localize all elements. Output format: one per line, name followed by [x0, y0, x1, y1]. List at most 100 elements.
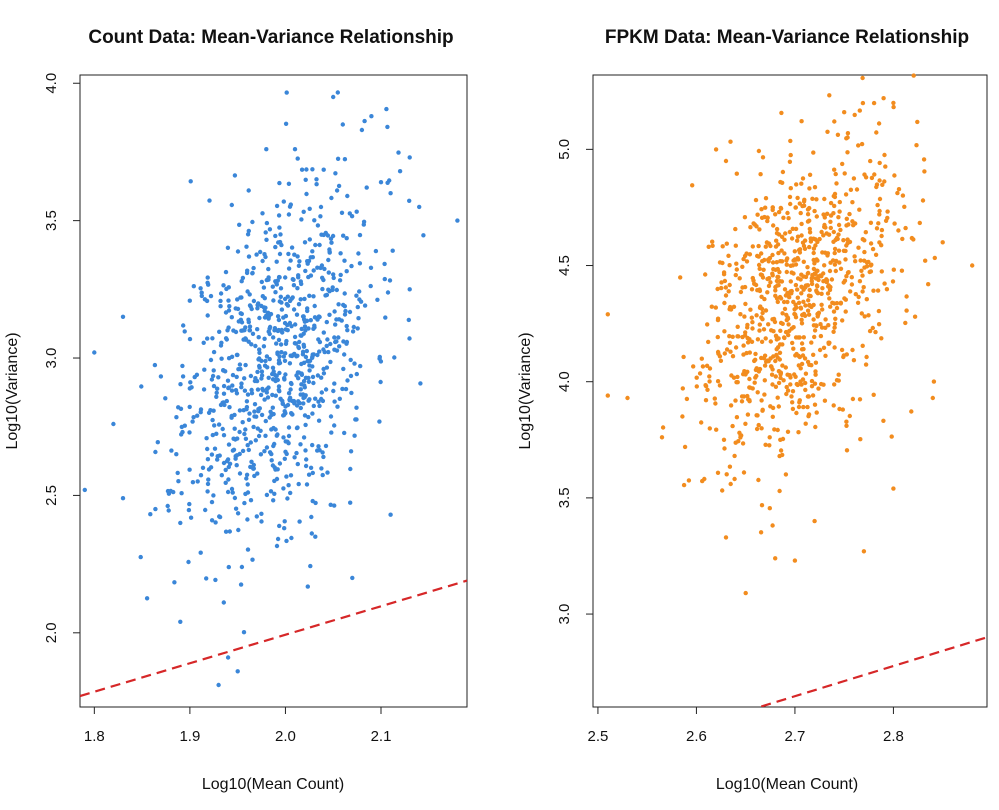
data-point-fpkm — [729, 373, 734, 378]
data-point-count — [278, 342, 284, 347]
data-point-count — [279, 307, 285, 312]
data-point-count — [210, 432, 215, 438]
data-point-fpkm — [880, 182, 885, 187]
data-point-count — [303, 422, 308, 428]
data-point-count — [212, 423, 217, 428]
data-point-count — [221, 383, 227, 389]
data-point-count — [362, 118, 367, 124]
data-point-count — [326, 349, 331, 355]
data-point-fpkm — [877, 196, 883, 202]
data-point-count — [307, 237, 312, 242]
data-point-fpkm — [759, 339, 765, 344]
data-point-count — [344, 323, 349, 329]
data-point-fpkm — [812, 381, 818, 386]
data-point-count — [273, 290, 278, 295]
data-point-fpkm — [857, 108, 862, 113]
data-point-count — [174, 415, 179, 420]
data-point-count — [291, 283, 297, 288]
data-point-count — [221, 600, 226, 605]
data-point-count — [227, 304, 232, 309]
data-point-count — [264, 220, 270, 226]
data-point-count — [306, 274, 311, 280]
data-point-fpkm — [792, 558, 798, 563]
data-point-count — [357, 232, 363, 238]
data-point-fpkm — [834, 181, 839, 186]
data-point-fpkm — [737, 276, 742, 281]
y-tick-label-count: 2.0 — [43, 622, 60, 643]
data-point-fpkm — [843, 192, 849, 197]
data-point-fpkm — [844, 223, 849, 228]
data-point-count — [244, 399, 250, 404]
data-point-count — [250, 331, 256, 336]
data-point-count — [221, 391, 227, 396]
data-point-fpkm — [844, 352, 849, 357]
data-point-count — [242, 376, 247, 381]
data-point-count — [244, 476, 249, 481]
data-point-count — [316, 444, 321, 449]
data-point-fpkm — [786, 322, 791, 327]
data-point-fpkm — [703, 398, 709, 403]
data-point-fpkm — [743, 330, 748, 335]
data-point-fpkm — [823, 325, 828, 330]
data-point-fpkm — [745, 412, 751, 417]
data-point-fpkm — [832, 321, 838, 326]
data-point-fpkm — [932, 255, 937, 261]
data-point-count — [270, 405, 275, 410]
data-point-count — [283, 327, 288, 332]
data-point-count — [244, 472, 250, 477]
data-point-fpkm — [785, 388, 791, 393]
data-point-count — [202, 367, 207, 372]
data-point-fpkm — [699, 356, 704, 361]
data-point-count — [284, 474, 289, 479]
data-point-count — [294, 425, 300, 431]
data-point-fpkm — [806, 414, 811, 419]
data-point-fpkm — [759, 272, 765, 278]
data-point-count — [268, 489, 274, 494]
data-point-count — [325, 337, 330, 342]
data-point-count — [311, 326, 316, 331]
data-point-count — [303, 268, 308, 274]
data-point-fpkm — [779, 259, 785, 264]
data-point-count — [271, 335, 276, 340]
data-point-fpkm — [879, 336, 884, 341]
data-point-count — [270, 392, 275, 398]
data-point-count — [323, 387, 329, 392]
data-point-count — [257, 406, 262, 411]
data-point-fpkm — [771, 267, 776, 272]
data-point-count — [339, 210, 345, 215]
data-point-count — [239, 320, 245, 325]
data-point-fpkm — [860, 343, 865, 348]
data-point-count — [205, 489, 210, 494]
data-point-count — [303, 328, 308, 333]
data-point-count — [296, 481, 301, 487]
data-point-fpkm — [762, 296, 767, 302]
data-point-fpkm — [740, 441, 746, 446]
data-point-count — [315, 223, 321, 228]
data-point-count — [255, 426, 260, 431]
data-point-fpkm — [755, 212, 760, 217]
data-point-count — [286, 425, 292, 430]
data-point-count — [327, 247, 332, 252]
data-point-count — [373, 248, 379, 254]
data-point-count — [310, 374, 316, 380]
data-point-count — [276, 337, 282, 343]
data-point-fpkm — [799, 221, 804, 227]
data-point-fpkm — [860, 100, 866, 106]
data-point-fpkm — [713, 401, 718, 406]
data-point-count — [288, 258, 293, 263]
data-point-fpkm — [754, 313, 759, 318]
data-point-count — [245, 490, 251, 495]
data-point-count — [291, 398, 297, 404]
data-point-fpkm — [912, 314, 918, 319]
data-point-count — [298, 387, 303, 392]
data-point-count — [304, 348, 309, 354]
data-point-fpkm — [705, 387, 710, 392]
data-point-fpkm — [778, 328, 783, 333]
data-point-fpkm — [764, 240, 770, 245]
data-point-count — [308, 318, 313, 323]
data-point-fpkm — [840, 407, 845, 412]
data-point-fpkm — [723, 158, 729, 164]
data-point-fpkm — [794, 410, 799, 416]
data-point-count — [250, 557, 255, 562]
data-point-count — [240, 328, 245, 333]
